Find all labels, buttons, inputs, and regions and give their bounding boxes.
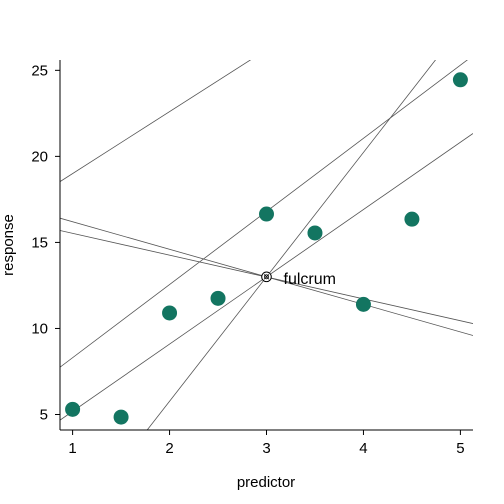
fulcrum-cross-b [263, 274, 270, 280]
x-tick-label-4: 4 [359, 440, 367, 457]
x-axis-title: predictor [237, 474, 295, 491]
x-tick-label-1: 1 [68, 440, 76, 457]
data-point-4 [210, 290, 226, 306]
data-point-7 [355, 296, 371, 312]
x-tick-label-2: 2 [165, 440, 173, 457]
fulcrum-inner-ring [264, 274, 269, 280]
y-tick-label-5: 5 [40, 407, 48, 424]
fulcrum-marker: fulcrum [261, 271, 336, 288]
data-point-8 [404, 211, 420, 227]
data-point-5 [259, 206, 274, 222]
y-tick-label-10: 10 [31, 320, 48, 337]
data-point-3 [162, 305, 178, 321]
fulcrum-label: fulcrum [284, 271, 336, 288]
x-tick-label-5: 5 [456, 440, 464, 457]
data-point-9 [452, 72, 468, 88]
data-point-6 [307, 225, 323, 241]
data-point-1 [65, 401, 81, 417]
axes: 1 2 3 4 5 5 10 15 20 25 [31, 60, 473, 457]
y-tick-label-25: 25 [31, 62, 48, 79]
data-point-2 [113, 409, 129, 425]
y-axis-title: response [0, 214, 17, 276]
x-tick-label-3: 3 [262, 440, 270, 457]
line-1 [60, 60, 252, 182]
data-points [65, 72, 468, 425]
y-tick-label-15: 15 [31, 234, 48, 251]
y-tick-label-20: 20 [31, 148, 48, 165]
